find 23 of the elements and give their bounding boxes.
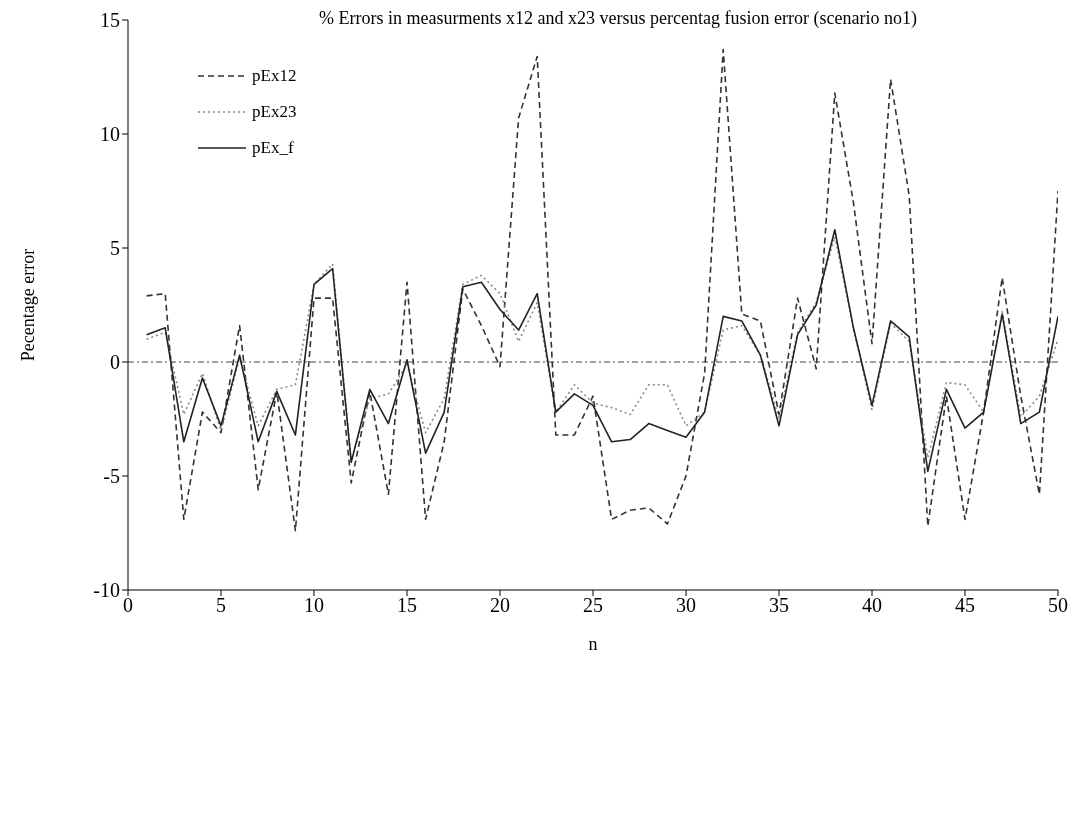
x-tick-label: 50: [1048, 594, 1068, 617]
y-tick-label: 15: [100, 9, 120, 32]
y-tick-label: 10: [100, 123, 120, 146]
x-tick-label: 10: [304, 594, 324, 617]
x-tick-label: 25: [583, 594, 603, 617]
legend-label: pEx_f: [252, 138, 294, 158]
line-series: [145, 48, 1058, 532]
y-tick-label: 5: [110, 237, 120, 260]
x-tick-label: 30: [676, 594, 696, 617]
x-tick-label: 20: [490, 594, 510, 617]
y-axis-title: Pecentage error: [18, 248, 39, 362]
x-tick-label: 45: [955, 594, 975, 617]
x-tick-label: 5: [216, 594, 226, 617]
x-axis-title: n: [588, 634, 598, 654]
x-tick-label: 15: [397, 594, 417, 617]
x-tick-label: 40: [862, 594, 882, 617]
legend-label: pEx12: [252, 66, 297, 86]
x-tick-label: 35: [769, 594, 789, 617]
chart-title: % Errors in measurments x12 and x23 versus percentag fusion error (scenario no1): [318, 8, 918, 29]
y-tick-label: 0: [110, 351, 120, 374]
legend-label: pEx23: [252, 102, 297, 122]
y-tick-label: -10: [93, 579, 120, 602]
y-tick-label: -5: [103, 465, 120, 488]
